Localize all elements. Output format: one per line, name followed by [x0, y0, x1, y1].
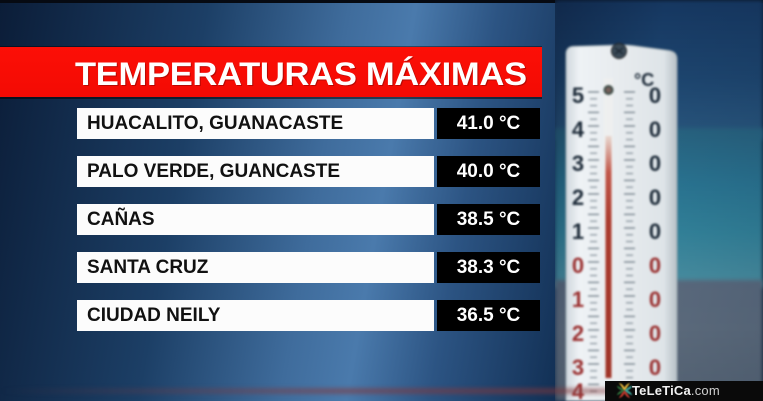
svg-text:0: 0 — [649, 253, 661, 278]
svg-text:2: 2 — [572, 321, 584, 346]
svg-text:0: 0 — [649, 185, 661, 210]
svg-text:0: 0 — [649, 355, 661, 380]
svg-text:0: 0 — [572, 253, 584, 278]
svg-text:0: 0 — [649, 117, 661, 142]
svg-text:5: 5 — [572, 83, 584, 108]
svg-text:0: 0 — [649, 151, 661, 176]
svg-text:1: 1 — [572, 219, 584, 244]
svg-text:3: 3 — [572, 151, 584, 176]
svg-text:0: 0 — [649, 321, 661, 346]
svg-text:0: 0 — [649, 287, 661, 312]
svg-text:2: 2 — [572, 185, 584, 210]
svg-text:4: 4 — [572, 117, 585, 142]
svg-text:1: 1 — [572, 287, 584, 312]
svg-text:0: 0 — [649, 219, 661, 244]
svg-text:3: 3 — [572, 355, 584, 380]
svg-text:0: 0 — [649, 83, 661, 108]
